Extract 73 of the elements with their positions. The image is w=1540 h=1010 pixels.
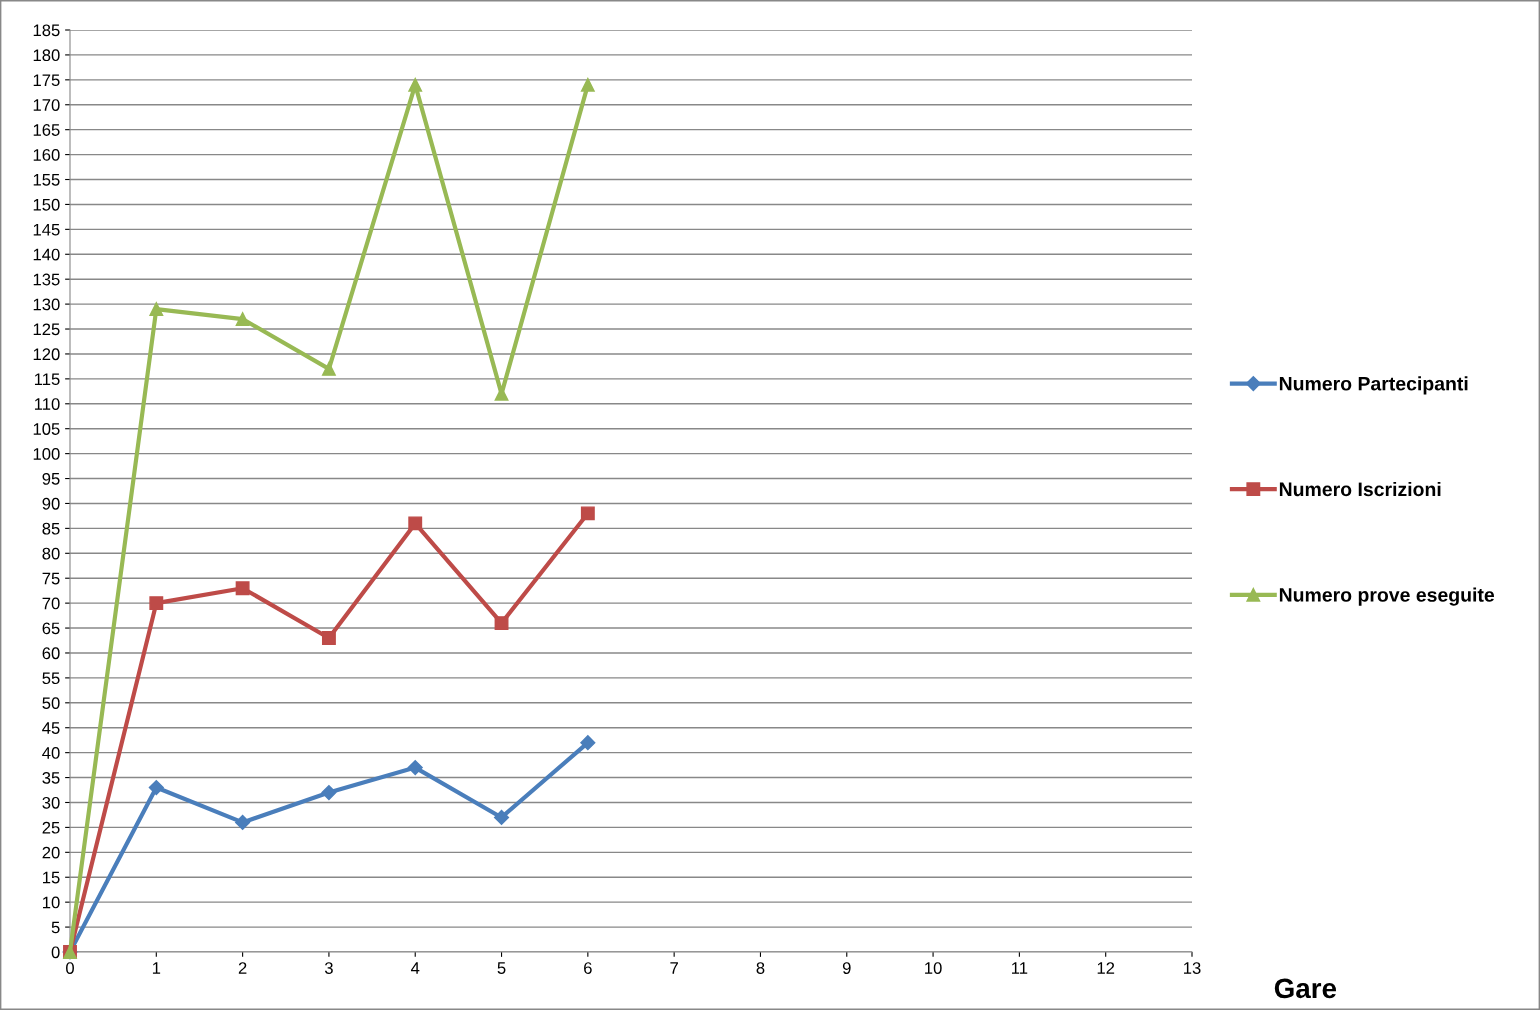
y-tick-label: 170 xyxy=(33,99,60,111)
y-tick-label: 120 xyxy=(33,348,60,361)
y-tick-label: 115 xyxy=(34,373,60,386)
point xyxy=(580,506,595,521)
x-tick-label: 2 xyxy=(238,962,247,974)
legend-label: Numero prove eseguite xyxy=(1279,587,1495,606)
x-tick-label: 9 xyxy=(842,962,851,974)
y-tick-label: 175 xyxy=(33,74,60,87)
y-tick-label: 85 xyxy=(42,522,60,535)
x-tick-label: 0 xyxy=(66,962,74,974)
y-tick-label: 125 xyxy=(33,323,60,336)
point xyxy=(149,596,164,611)
y-tick-label: 65 xyxy=(42,622,60,635)
x-axis-title: Gare xyxy=(1274,978,1337,999)
x-tick-label: 12 xyxy=(1097,962,1115,974)
point xyxy=(494,616,509,631)
y-tick-label: 25 xyxy=(42,821,60,834)
y-tick-label: 35 xyxy=(42,771,60,784)
y-tick-label: 105 xyxy=(33,423,60,435)
y-tick-label: 165 xyxy=(33,124,60,136)
y-tick-label: 15 xyxy=(43,871,60,884)
point xyxy=(580,77,595,92)
y-tick-label: 30 xyxy=(42,796,60,809)
y-tick-label: 40 xyxy=(42,747,60,759)
y-tick-label: 80 xyxy=(42,547,60,560)
x-tick-label: 4 xyxy=(410,962,420,974)
y-tick-label: 180 xyxy=(33,49,60,62)
y-tick-label: 75 xyxy=(42,572,60,585)
x-tick-label: 10 xyxy=(925,962,942,974)
y-tick-label: 10 xyxy=(43,896,60,909)
y-tick-label: 135 xyxy=(33,273,60,286)
legend-label: Numero Iscrizioni xyxy=(1279,481,1441,497)
point xyxy=(321,631,336,645)
point xyxy=(321,361,336,376)
y-tick-label: 145 xyxy=(33,223,60,236)
y-tick-label: 100 xyxy=(33,448,60,460)
y-tick-label: 150 xyxy=(33,198,60,211)
y-tick-label: 45 xyxy=(42,722,60,734)
y-tick-label: 0 xyxy=(51,946,60,959)
point xyxy=(580,735,596,751)
x-tick-label: 7 xyxy=(670,962,678,974)
x-tick-label: 3 xyxy=(324,962,333,974)
y-tick-label: 95 xyxy=(42,472,60,485)
y-tick-label: 160 xyxy=(33,149,60,161)
y-tick-label: 20 xyxy=(42,846,60,859)
x-tick-label: 11 xyxy=(1012,962,1028,974)
y-tick-label: 110 xyxy=(34,398,60,410)
x-tick-label: 8 xyxy=(756,962,765,974)
y-tick-label: 55 xyxy=(42,672,60,685)
point xyxy=(493,809,510,826)
y-tick-label: 70 xyxy=(42,597,60,610)
point xyxy=(408,516,423,531)
y-tick-label: 155 xyxy=(33,174,60,186)
y-tick-label: 90 xyxy=(42,497,60,510)
y-tick-label: 60 xyxy=(42,647,60,660)
y-tick-label: 130 xyxy=(33,298,60,311)
y-tick-label: 50 xyxy=(42,697,60,710)
point xyxy=(235,814,251,830)
point xyxy=(407,760,423,776)
x-tick-label: 13 xyxy=(1184,962,1201,974)
x-tick-label: 6 xyxy=(584,962,592,974)
point xyxy=(149,302,164,317)
y-tick-label: 185 xyxy=(33,24,60,37)
point xyxy=(148,779,164,796)
point xyxy=(235,581,250,596)
legend-label: Numero Partecipanti xyxy=(1279,376,1468,395)
point xyxy=(235,312,250,327)
y-tick-label: 5 xyxy=(51,921,60,934)
x-tick-label: 5 xyxy=(497,962,506,974)
y-tick-label: 140 xyxy=(33,248,60,261)
x-tick-label: 1 xyxy=(152,962,161,974)
point xyxy=(408,77,423,92)
point xyxy=(321,784,337,801)
